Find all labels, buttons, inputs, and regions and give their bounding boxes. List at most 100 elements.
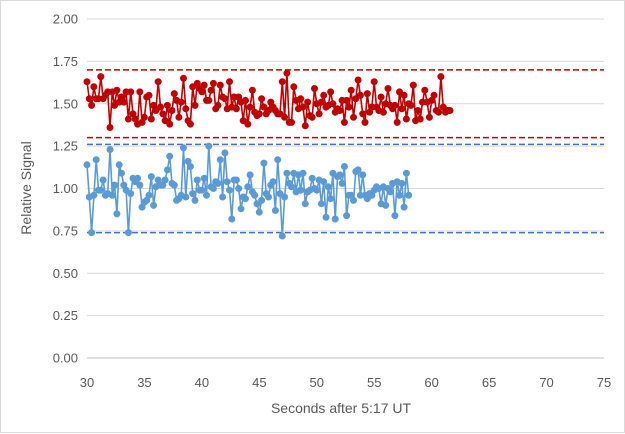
data-point [170, 181, 178, 189]
data-point [308, 113, 316, 121]
data-point [200, 174, 208, 182]
data-point [83, 161, 91, 169]
data-point [425, 113, 433, 121]
data-point [324, 183, 332, 191]
data-point [402, 115, 410, 123]
data-point [170, 90, 178, 98]
data-point [297, 186, 305, 194]
data-point [115, 161, 123, 169]
data-point [393, 118, 401, 126]
data-point [301, 200, 309, 208]
data-point [88, 101, 96, 109]
data-point [237, 205, 245, 213]
data-point [205, 142, 213, 150]
data-point [214, 101, 222, 109]
data-point [329, 100, 337, 108]
data-point [120, 98, 128, 106]
data-point [304, 98, 312, 106]
data-point [97, 73, 105, 81]
data-point [113, 86, 121, 94]
y-tick-label: 0.50 [53, 266, 78, 281]
data-point [352, 95, 360, 103]
data-point [386, 188, 394, 196]
data-point [246, 171, 254, 179]
data-point [258, 95, 266, 103]
data-point [180, 74, 187, 82]
x-tick-label: 30 [80, 375, 94, 390]
x-tick-label: 35 [137, 375, 151, 390]
data-point [297, 95, 305, 103]
data-point [136, 181, 144, 189]
data-point [409, 81, 417, 89]
data-point [437, 73, 445, 81]
data-point [260, 159, 268, 167]
data-point [205, 96, 213, 104]
data-point [99, 176, 107, 184]
data-point [308, 174, 316, 182]
y-tick-labels: 0.00 0.25 0.50 0.75 1.00 1.25 1.50 1.75 2.00 [53, 12, 78, 366]
data-point [384, 85, 392, 92]
data-point [124, 229, 132, 237]
data-point [391, 212, 399, 220]
data-point [281, 193, 289, 201]
data-point [382, 201, 390, 209]
data-point [265, 107, 272, 114]
data-point [338, 179, 346, 187]
y-tick-label: 1.75 [53, 54, 78, 69]
data-point [283, 69, 291, 77]
data-point [150, 201, 158, 209]
x-tick-label: 70 [539, 375, 553, 390]
data-point [228, 215, 236, 223]
series-1 [83, 69, 454, 131]
data-point [221, 149, 229, 157]
data-point [253, 200, 261, 208]
data-point [191, 101, 199, 109]
data-point [288, 118, 295, 126]
data-point [97, 186, 105, 194]
data-point [251, 191, 259, 199]
data-point [122, 186, 130, 194]
data-point [182, 193, 190, 201]
data-point [400, 91, 408, 99]
data-point [203, 191, 210, 199]
data-point [198, 88, 206, 96]
data-point [340, 163, 348, 170]
data-point [108, 191, 116, 199]
data-point [221, 95, 229, 103]
data-point [226, 186, 233, 194]
data-point [299, 169, 307, 177]
data-point [327, 88, 335, 96]
y-tick-label: 0.00 [53, 351, 78, 366]
data-point [154, 78, 162, 86]
data-point [350, 196, 357, 204]
data-point [118, 169, 125, 177]
data-point [113, 210, 121, 218]
series-line [86, 145, 410, 237]
y-tick-label: 1.50 [53, 96, 78, 111]
x-tick-label: 60 [424, 375, 438, 390]
data-point [147, 115, 155, 123]
data-point [354, 166, 362, 174]
data-point [244, 183, 252, 191]
data-point [288, 183, 295, 191]
data-point [191, 196, 199, 204]
data-point [106, 124, 114, 131]
x-tick-label: 75 [597, 375, 611, 390]
data-point [186, 120, 194, 128]
y-tick-label: 0.75 [53, 223, 78, 238]
data-point [416, 115, 424, 123]
data-point [147, 173, 155, 181]
data-point [248, 86, 256, 94]
data-point [336, 107, 344, 114]
x-tick-label: 55 [367, 375, 381, 390]
data-point [223, 178, 231, 186]
y-tick-label: 0.25 [53, 308, 78, 323]
data-point [430, 91, 438, 99]
data-point [361, 118, 369, 126]
data-point [396, 191, 403, 199]
data-point [163, 101, 171, 109]
data-point [336, 171, 344, 179]
data-point [92, 156, 100, 164]
